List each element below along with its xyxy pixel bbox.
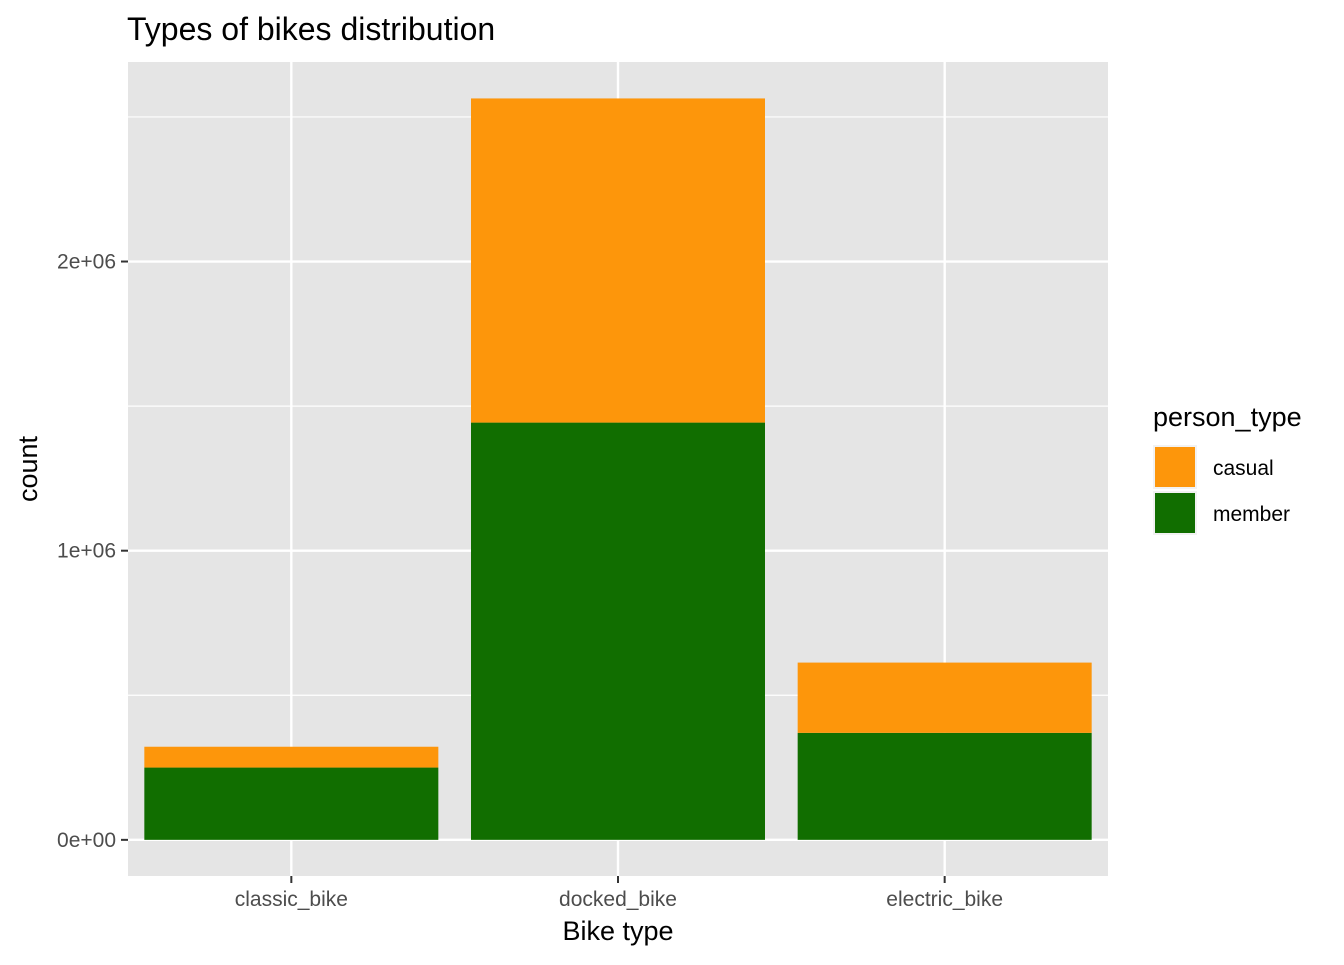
bar-casual-docked_bike: [471, 98, 765, 423]
y-tick-label: 0e+00: [57, 829, 116, 852]
legend: person_type casual member: [1153, 402, 1302, 535]
y-axis-title: count: [13, 435, 43, 502]
y-tick-label: 2e+06: [57, 251, 116, 274]
bar-member-classic_bike: [144, 767, 439, 840]
bar-casual-classic_bike: [144, 746, 439, 768]
bar-casual-electric_bike: [797, 662, 1092, 733]
x-tick-label: docked_bike: [559, 888, 677, 911]
axes: 0e+00 1e+06 2e+06 classic_bike docked_bike el…: [57, 251, 1003, 911]
bar-member-docked_bike: [471, 422, 765, 840]
x-axis-title: Bike type: [562, 916, 673, 946]
legend-items: casual member: [1153, 445, 1290, 535]
bars: [144, 98, 1092, 840]
bar-member-electric_bike: [797, 732, 1092, 840]
x-tick-label: electric_bike: [886, 888, 1003, 911]
legend-swatch-member: [1155, 493, 1195, 533]
x-tick-label: classic_bike: [235, 888, 348, 911]
legend-title: person_type: [1153, 402, 1302, 432]
legend-swatch-casual: [1155, 447, 1195, 487]
y-tick-label: 1e+06: [57, 540, 116, 563]
chart-title: Types of bikes distribution: [127, 11, 495, 47]
legend-label-member: member: [1213, 503, 1290, 526]
legend-label-casual: casual: [1213, 457, 1274, 480]
